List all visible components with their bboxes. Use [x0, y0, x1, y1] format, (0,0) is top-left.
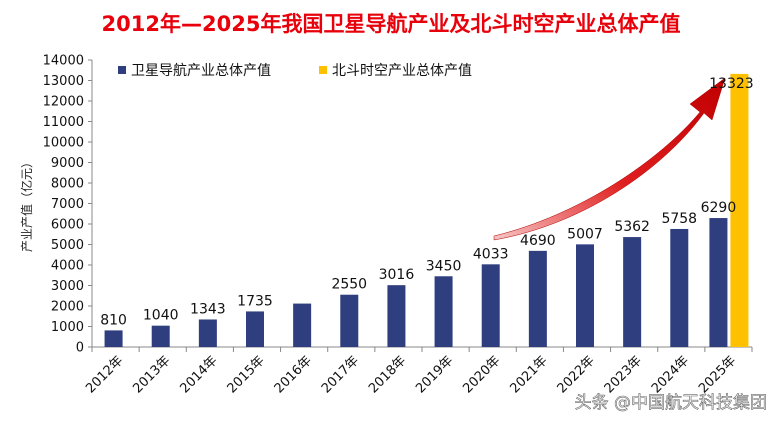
legend: 卫星导航产业总体产值 北斗时空产业总体产值	[118, 63, 472, 79]
x-tick-label: 2014年	[177, 353, 220, 396]
x-tick-label: 2018年	[366, 353, 409, 396]
y-tick-label: 8000	[51, 177, 84, 192]
legend-swatch	[319, 66, 327, 74]
watermark: 头条 @中国航天科技集团	[575, 393, 767, 413]
bar-卫星导航产业总体产值	[670, 228, 689, 347]
y-tick-label: 1000	[51, 320, 84, 335]
y-tick-label: 11000	[43, 115, 84, 130]
growth-arrow	[493, 77, 726, 241]
bar-卫星导航产业总体产值	[434, 276, 453, 347]
data-label: 5758	[661, 211, 697, 227]
data-label: 3016	[379, 267, 415, 283]
y-tick-label: 5000	[51, 238, 84, 253]
bar-卫星导航产业总体产值	[576, 244, 594, 347]
legend-swatch	[118, 66, 126, 74]
x-tick-label: 2022年	[555, 353, 598, 396]
bar-卫星导航产业总体产值	[481, 264, 500, 347]
bar-卫星导航产业总体产值	[340, 294, 359, 347]
bar-卫星导航产业总体产值	[104, 330, 123, 347]
bar-卫星导航产业总体产值	[246, 311, 264, 347]
x-tick-label: 2020年	[460, 353, 503, 396]
data-label: 1040	[143, 308, 179, 324]
y-axis-label: 产业产值（亿元）	[19, 156, 34, 252]
data-label: 13323	[709, 76, 754, 92]
bar-卫星导航产业总体产值	[528, 250, 547, 347]
y-tick-label: 14000	[43, 54, 84, 69]
data-label: 4690	[520, 233, 556, 249]
data-label: 5362	[614, 219, 650, 235]
y-tick-label: 10000	[43, 136, 84, 151]
bar-卫星导航产业总体产值	[623, 237, 642, 347]
y-tick-label: 12000	[43, 95, 84, 110]
x-tick-label: 2024年	[649, 353, 692, 396]
x-tick-label: 2023年	[602, 353, 645, 396]
data-label: 2550	[331, 277, 367, 293]
legend-label: 卫星导航产业总体产值	[131, 63, 271, 79]
legend-label: 北斗时空产业总体产值	[332, 63, 472, 79]
data-labels: 810 1040 1343 1735 2550 3016 3450 4033 4690 5007 5…	[100, 76, 753, 329]
x-tick-label: 2017年	[319, 353, 362, 396]
growth-arrow-shape	[493, 77, 726, 241]
bar-卫星导航产业总体产值	[293, 303, 312, 347]
x-tick-label: 2012年	[83, 353, 126, 396]
y-tick-label: 2000	[51, 300, 84, 315]
data-label: 1735	[237, 293, 273, 309]
x-tick-label: 2021年	[507, 353, 550, 396]
x-tick-label: 2015年	[225, 353, 268, 396]
bar-卫星导航产业总体产值	[387, 285, 406, 347]
data-label: 1343	[190, 301, 226, 317]
data-label: 6290	[701, 200, 737, 216]
x-tick-label: 2025年	[696, 353, 739, 396]
x-tick-label: 2019年	[413, 353, 456, 396]
y-tick-label: 6000	[51, 218, 84, 233]
data-label: 4033	[473, 246, 509, 262]
x-tick-label: 2016年	[272, 353, 315, 396]
data-label: 810	[100, 312, 127, 328]
y-tick-label: 4000	[51, 259, 84, 274]
chart-title: 2012年—2025年我国卫星导航产业及北斗时空产业总体产值	[102, 12, 681, 36]
y-tick-label: 3000	[51, 279, 84, 294]
bar-卫星导航产业总体产值	[151, 325, 170, 347]
bar-卫星导航产业总体产值	[709, 218, 728, 347]
bar-卫星导航产业总体产值	[198, 319, 217, 347]
y-tick-label: 13000	[43, 74, 84, 89]
x-tick-label: 2013年	[130, 353, 173, 396]
y-tick-label: 7000	[51, 197, 84, 212]
data-label: 5007	[567, 226, 603, 242]
y-tick-label: 9000	[51, 156, 84, 171]
data-label: 3450	[426, 258, 462, 274]
bar-北斗时空产业总体产值	[730, 73, 749, 347]
y-tick-label: 0	[76, 341, 84, 356]
bars	[104, 73, 749, 347]
